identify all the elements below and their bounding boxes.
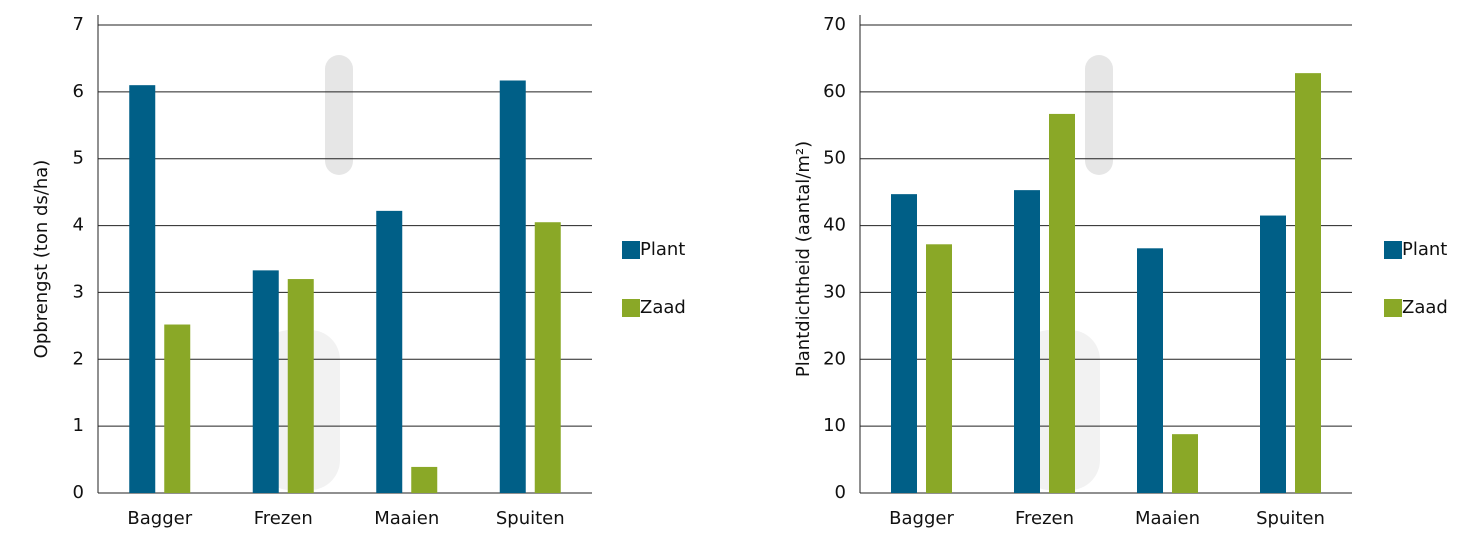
y-tick-label: 6	[73, 81, 84, 102]
y-tick-label: 4	[73, 215, 84, 236]
x-tick-label: Frezen	[1015, 508, 1074, 529]
bar	[1260, 216, 1286, 493]
y-tick-label: 7	[73, 14, 84, 35]
legend-swatch	[1384, 241, 1402, 259]
legend-swatch	[1384, 299, 1402, 317]
y-tick-label: 30	[823, 281, 846, 302]
y-tick-label: 10	[823, 415, 846, 436]
legend-label: Plant	[1402, 239, 1447, 260]
y-tick-label: 0	[835, 482, 846, 503]
bar	[535, 222, 561, 493]
legend-label: Zaad	[640, 297, 686, 318]
bar	[129, 85, 155, 493]
bar	[1049, 114, 1075, 493]
legend-label: Zaad	[1402, 297, 1448, 318]
bar	[253, 270, 279, 493]
y-tick-label: 20	[823, 348, 846, 369]
y-axis-label: Plantdichtheid (aantal/m²)	[793, 141, 814, 377]
bar	[926, 244, 952, 493]
bar	[1295, 73, 1321, 493]
bar	[411, 467, 437, 493]
bar	[891, 194, 917, 493]
y-tick-label: 3	[73, 281, 84, 302]
y-tick-label: 40	[823, 215, 846, 236]
y-tick-label: 60	[823, 81, 846, 102]
y-tick-label: 50	[823, 148, 846, 169]
y-tick-label: 5	[73, 148, 84, 169]
bar	[1137, 248, 1163, 493]
y-tick-label: 70	[823, 14, 846, 35]
page: 0 1 2 3 4 5 6 7 Opbrengst (ton ds/ha) Bagger Freze…	[0, 0, 1461, 544]
y-tick-label: 2	[73, 348, 84, 369]
x-tick-label: Maaien	[374, 508, 439, 529]
legend-swatch	[622, 299, 640, 317]
x-tick-label: Spuiten	[1256, 508, 1325, 529]
x-tick-label: Maaien	[1135, 508, 1200, 529]
x-tick-label: Bagger	[127, 508, 192, 529]
bar	[1172, 434, 1198, 493]
y-tick-label: 1	[73, 415, 84, 436]
x-tick-label: Bagger	[889, 508, 954, 529]
y-axis-label: Opbrengst (ton ds/ha)	[31, 160, 52, 359]
legend-label: Plant	[640, 239, 685, 260]
bar	[376, 211, 402, 493]
bar	[500, 80, 526, 493]
x-tick-label: Frezen	[254, 508, 313, 529]
legend-swatch	[622, 241, 640, 259]
x-tick-label: Spuiten	[496, 508, 565, 529]
bar	[164, 325, 190, 493]
bar	[288, 279, 314, 493]
bar	[1014, 190, 1040, 493]
y-tick-label: 0	[73, 482, 84, 503]
